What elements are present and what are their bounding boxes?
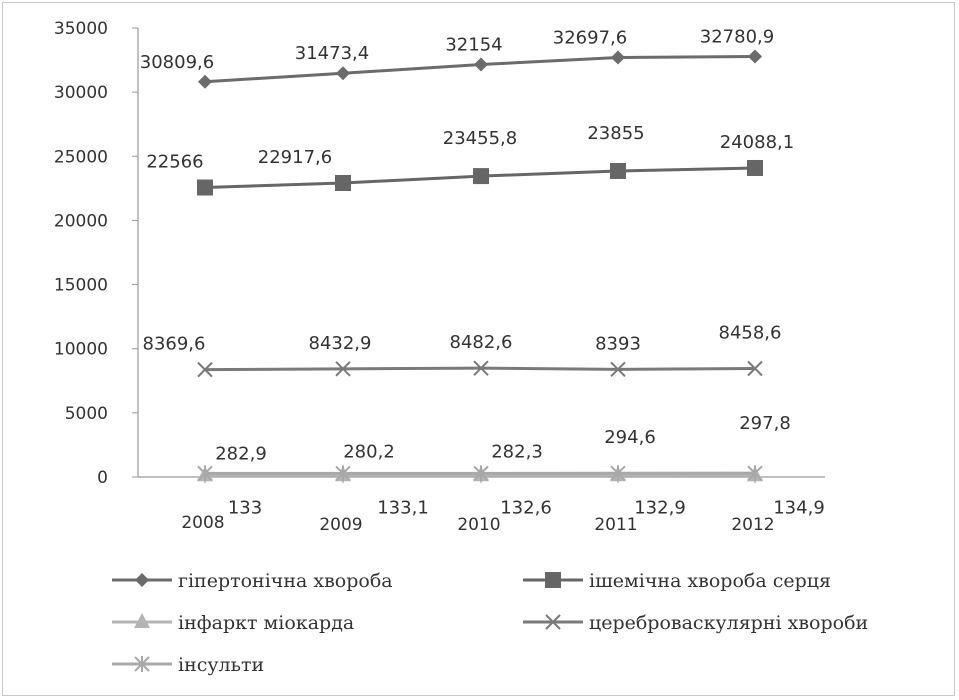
series-4-point [610, 465, 626, 482]
series-0-point [336, 66, 350, 81]
legend-marker [134, 613, 150, 628]
series-4-data-label: 297,8 [739, 413, 791, 434]
series-2-data-label: 133,1 [377, 497, 429, 518]
legend-label: інсульти [178, 654, 264, 676]
axes: 0 5000 10000 15000 20000 25000 30000 35000 2008 2… [54, 19, 825, 535]
legend-item-3: цереброваскулярні хвороби [523, 612, 868, 634]
legend-item-4: інсульти [112, 654, 264, 676]
legend-item-0: гіпертонічна хвороба [112, 570, 393, 592]
series-1-data-label: 22917,6 [258, 147, 332, 168]
series-3-data-label: 8458,6 [719, 322, 782, 343]
x-tick-label: 2012 [731, 515, 774, 535]
series-0-data-label: 30809,6 [140, 52, 214, 73]
series-0-data-label: 31473,4 [295, 43, 369, 64]
series-0-point [611, 50, 625, 65]
series-1-data-label: 22566 [146, 152, 203, 173]
series-3-point [335, 361, 351, 377]
series-4-data-label: 282,3 [491, 441, 543, 462]
series-0-data-label: 32154 [445, 35, 502, 56]
x-tick-label: 2010 [457, 515, 500, 535]
series-3-data-label: 8393 [595, 333, 641, 354]
series-2-data-label: 134,9 [773, 497, 825, 518]
x-tick-label: 2009 [319, 515, 362, 535]
series-4-data-label: 282,9 [215, 443, 267, 464]
series-3-point [610, 361, 626, 378]
series-1-point [610, 162, 626, 179]
legend-marker [134, 656, 150, 672]
y-tick-label: 35000 [54, 19, 108, 39]
series-0-data-label: 32780,9 [700, 26, 774, 47]
legend-marker [545, 572, 561, 588]
y-tick-label: 0 [97, 468, 108, 488]
data-labels: 30809,6 31473,4 32154 32697,6 32780,9 22566 22… [140, 26, 825, 518]
legend-label: ішемічна хвороба серця [589, 570, 831, 592]
series-3-point [473, 360, 489, 376]
series-3-point [747, 360, 763, 377]
series-4-data-label: 294,6 [604, 427, 656, 448]
y-tick-label: 10000 [54, 340, 108, 360]
y-tick-label: 5000 [65, 404, 108, 424]
y-tick-label: 20000 [54, 211, 108, 231]
series-3-point [197, 361, 213, 378]
series-4-data-label: 280,2 [343, 441, 395, 462]
series-2-data-label: 132,9 [634, 497, 686, 518]
series-0-point [474, 57, 488, 72]
series-4-point [473, 465, 489, 482]
y-tick-label: 30000 [54, 83, 108, 103]
series-1-point [197, 179, 213, 196]
series-4-point [747, 465, 763, 482]
legend-label: інфаркт міокарда [178, 612, 354, 634]
y-tick-label: 15000 [54, 276, 108, 296]
series-2-data-label: 132,6 [500, 497, 552, 518]
legend-item-2: інфаркт міокарда [112, 612, 354, 634]
series-1-point [747, 159, 763, 176]
series-0-data-label: 32697,6 [553, 28, 627, 49]
series-2-data-label: 133 [228, 497, 262, 518]
series-3-data-label: 8432,9 [309, 333, 372, 354]
legend-label: гіпертонічна хвороба [178, 570, 393, 592]
legend: гіпертонічна хвороба ішемічна хвороба сер… [112, 570, 868, 676]
series-1-point [473, 168, 489, 185]
series-layer [197, 49, 763, 482]
series-3-data-label: 8482,6 [450, 332, 513, 353]
x-tick-label: 2011 [594, 515, 637, 535]
series-0-point [748, 49, 762, 64]
legend-marker [545, 614, 561, 630]
series-4-point [335, 465, 351, 482]
series-1-data-label: 24088,1 [720, 132, 794, 153]
series-4-point [197, 465, 213, 482]
series-3-data-label: 8369,6 [143, 334, 206, 355]
series-0-point [198, 74, 212, 89]
series-1-data-label: 23855 [587, 123, 644, 144]
legend-label: цереброваскулярні хвороби [589, 612, 868, 634]
series-1-point [335, 174, 351, 191]
x-tick-label: 2008 [181, 513, 224, 533]
y-tick-label: 25000 [54, 147, 108, 167]
legend-item-1: ішемічна хвороба серця [523, 570, 831, 592]
legend-marker [135, 573, 149, 587]
series-1-data-label: 23455,8 [443, 128, 517, 149]
